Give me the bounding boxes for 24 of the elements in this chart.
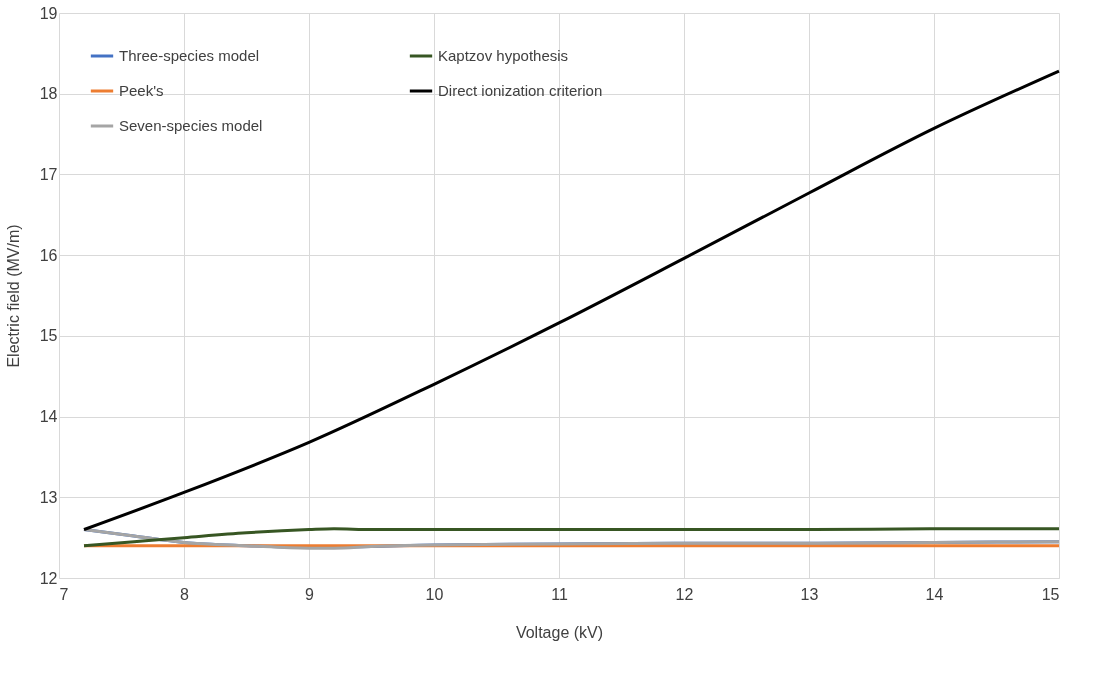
x-tick-label: 7 xyxy=(59,585,69,603)
x-tick-label: 10 xyxy=(425,585,444,603)
y-axis-title: Electric field (MV/m) xyxy=(4,224,22,368)
legend-label: Kaptzov hypothesis xyxy=(438,47,569,64)
y-tick-label: 19 xyxy=(39,4,58,22)
x-tick-label: 13 xyxy=(800,585,819,603)
x-axis-title: Voltage (kV) xyxy=(515,623,604,641)
legend-label: Peek's xyxy=(119,82,164,99)
y-tick-label: 16 xyxy=(39,246,58,264)
y-tick-label: 15 xyxy=(39,327,58,345)
x-tick-label: 11 xyxy=(551,585,568,603)
y-tick-label: 17 xyxy=(39,165,58,183)
x-tick-label: 8 xyxy=(180,585,190,603)
y-tick-label: 14 xyxy=(39,408,58,426)
x-tick-label: 9 xyxy=(305,585,315,603)
legend-label: Seven-species model xyxy=(119,117,263,134)
legend-label: Three-species model xyxy=(119,47,260,64)
y-tick-label: 12 xyxy=(39,569,58,587)
x-tick-label: 14 xyxy=(925,585,944,603)
x-tick-label: 12 xyxy=(675,585,694,603)
y-tick-label: 13 xyxy=(39,488,58,506)
x-tick-label: 15 xyxy=(1041,585,1060,603)
legend-label: Direct ionization criterion xyxy=(438,82,603,99)
y-tick-label: 18 xyxy=(39,85,58,103)
